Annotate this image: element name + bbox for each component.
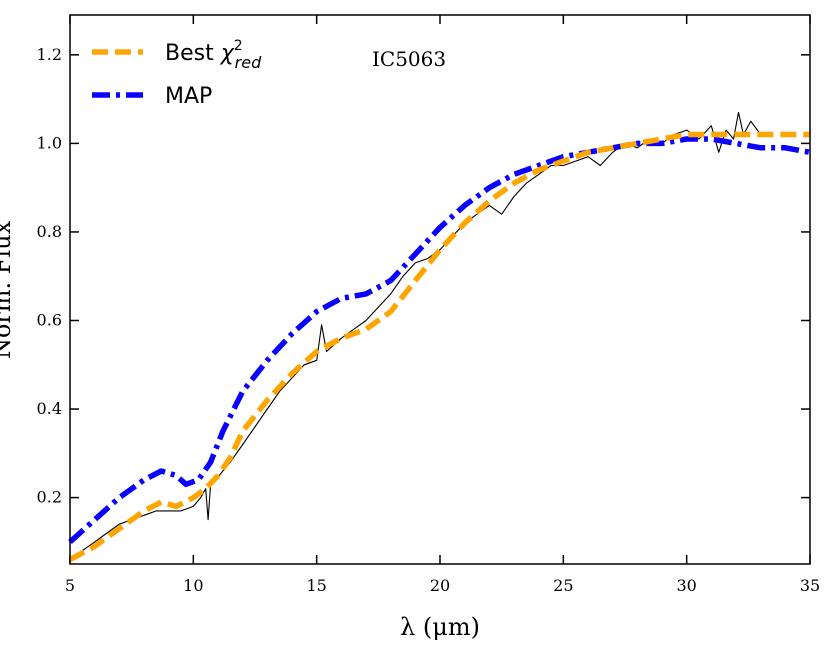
x-tick-label: 5 <box>65 576 75 595</box>
y-axis-label: Norm. Flux <box>0 220 16 359</box>
y-tick-label: 0.2 <box>37 488 62 507</box>
x-tick-label: 10 <box>183 576 203 595</box>
x-tick-label: 30 <box>676 576 696 595</box>
legend-label-best-chi2: Best χ2 red <box>165 38 262 72</box>
galaxy-name-annotation: IC5063 <box>372 47 446 71</box>
series-lines <box>68 111 811 563</box>
y-tick-label: 1.2 <box>37 45 62 64</box>
legend-label-map: MAP <box>165 84 212 109</box>
y-tick-label: 0.4 <box>37 399 62 418</box>
series-map <box>68 136 811 544</box>
x-tick-label: 15 <box>306 576 326 595</box>
y-tick-label: 0.6 <box>37 310 62 329</box>
y-tick-label: 0.8 <box>37 222 62 241</box>
series-best-chi2 <box>68 131 810 563</box>
plot-frame <box>69 14 811 565</box>
x-tick-label: 25 <box>553 576 573 595</box>
series-observed <box>69 111 762 561</box>
x-tick-label: 35 <box>800 576 820 595</box>
x-tick-label: 20 <box>430 576 450 595</box>
x-axis-label: λ (μm) <box>400 613 480 641</box>
tick-labels: 5 10 15 20 25 30 35 0.2 0.4 0.6 0.8 1.0 1.2 <box>37 45 821 595</box>
legend: Best χ2 red MAP <box>92 38 262 109</box>
y-tick-label: 1.0 <box>37 133 62 152</box>
